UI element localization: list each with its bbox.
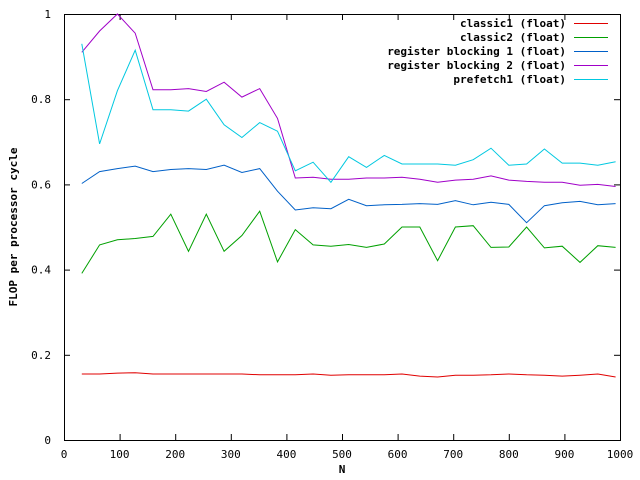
x-tick-label: 500 [332, 448, 352, 461]
x-tick-label: 900 [554, 448, 574, 461]
legend-label: classic2 (float) [460, 31, 566, 44]
legend-label: classic1 (float) [460, 17, 566, 30]
x-tick-label: 300 [221, 448, 241, 461]
x-tick-label: 800 [499, 448, 519, 461]
series-line-4 [81, 13, 616, 187]
legend: classic1 (float)classic2 (float)register… [387, 17, 608, 86]
y-axis-label: FLOP per processor cycle [7, 147, 20, 306]
x-tick-label: 200 [165, 448, 185, 461]
y-tick-label: 0 [44, 434, 51, 447]
legend-label: prefetch1 (float) [453, 73, 566, 86]
y-tick-label: 0.2 [31, 349, 51, 362]
x-tick-label: 0 [61, 448, 68, 461]
legend-label: register blocking 2 (float) [387, 59, 566, 72]
x-tick-label: 100 [110, 448, 130, 461]
series-line-3 [81, 164, 616, 224]
x-tick-label: 400 [276, 448, 296, 461]
series-line-1 [81, 372, 616, 378]
series-layer [81, 13, 616, 378]
y-tick-label: 0.8 [31, 93, 51, 106]
y-axis-ticks: 0 0.2 0.4 0.6 0.8 1 [31, 8, 620, 447]
series-line-5 [81, 43, 616, 184]
x-tick-label: 600 [388, 448, 408, 461]
x-axis-ticks: 0 100 200 300 400 500 600 700 800 900 1000 [61, 14, 634, 461]
x-tick-label: 1000 [607, 448, 634, 461]
x-tick-label: 700 [443, 448, 463, 461]
y-tick-label: 0.4 [31, 264, 51, 277]
series-line-2 [81, 210, 616, 274]
y-tick-label: 0.6 [31, 178, 51, 191]
x-axis-label: N [339, 463, 346, 476]
y-tick-label: 1 [44, 8, 51, 21]
legend-label: register blocking 1 (float) [387, 45, 566, 58]
